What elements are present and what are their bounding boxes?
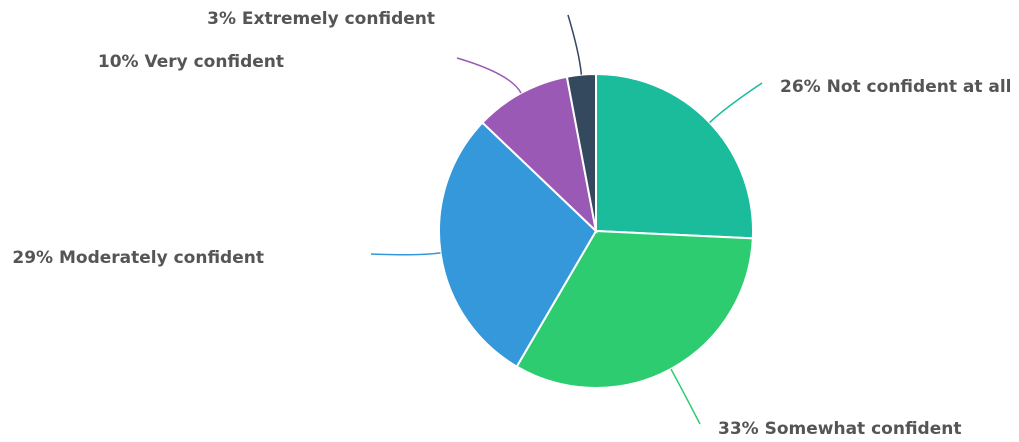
- slice-label-somewhat-confident: 33% Somewhat confident: [718, 419, 962, 439]
- pie-slice-very-confident: [481, 75, 598, 234]
- leader-line-not-confident-at-all: [709, 82, 763, 124]
- leader-line-somewhat-confident: [670, 368, 701, 425]
- slice-label-not-confident-at-all: 26% Not confident at all: [780, 77, 1012, 97]
- leader-line-extremely-confident: [567, 14, 583, 75]
- slice-label-moderately-confident: 29% Moderately confident: [12, 248, 264, 268]
- pie-slice-not-confident-at-all: [595, 72, 754, 240]
- pie-slice-moderately-confident: [438, 121, 598, 368]
- pie-slice-extremely-confident: [565, 72, 597, 232]
- pie-slices: [438, 72, 754, 389]
- slice-label-very-confident: 10% Very confident: [98, 52, 284, 72]
- leader-lines: [370, 14, 763, 425]
- leader-line-moderately-confident: [370, 252, 441, 256]
- leader-line-very-confident: [456, 57, 522, 94]
- pie-slice-somewhat-confident: [515, 229, 754, 389]
- slice-labels: 26% Not confident at all 33% Somewhat co…: [12, 9, 1011, 439]
- slice-label-extremely-confident: 3% Extremely confident: [207, 9, 435, 29]
